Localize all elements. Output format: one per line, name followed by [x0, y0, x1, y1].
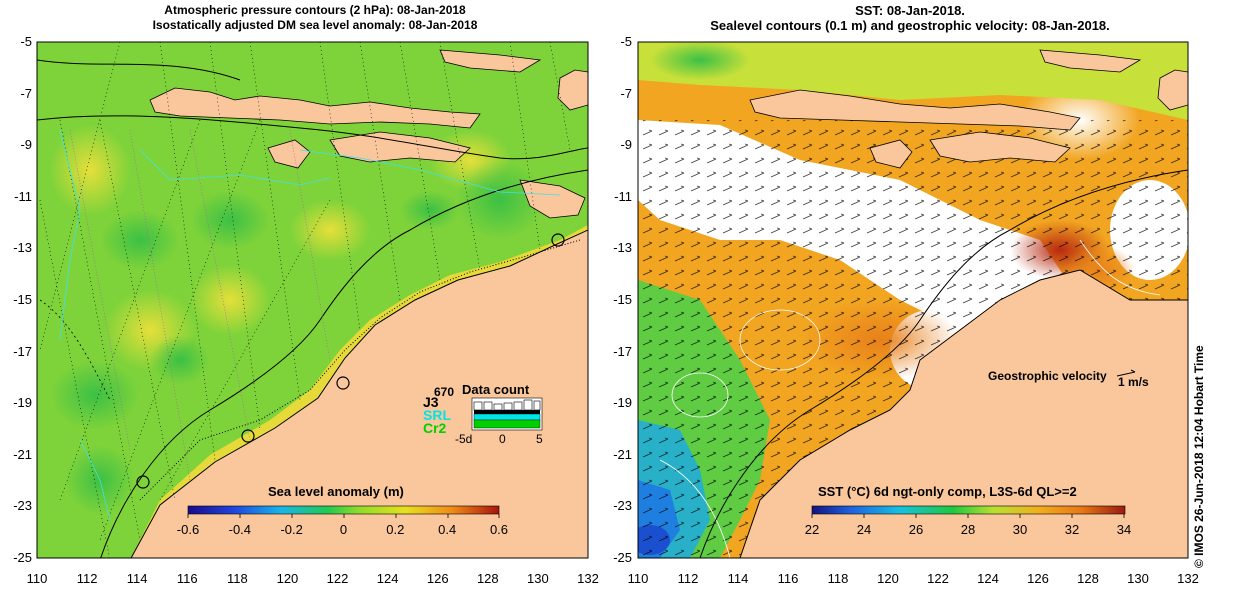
x-tick-right: 126	[1027, 571, 1049, 586]
data-count-bars	[473, 399, 541, 429]
y-tick-right: -25	[613, 550, 632, 565]
sst-colorbar-tick: 22	[804, 522, 820, 537]
y-tick-left: -19	[13, 395, 32, 411]
y-tick-left: -21	[13, 446, 32, 462]
right-title-line1: SST: 08-Jan-2018.	[855, 3, 965, 18]
sla-colorbar	[187, 505, 500, 515]
sla-colorbar-tick: -0.6	[176, 522, 200, 537]
tide-gauge-marker	[551, 233, 565, 247]
tide-gauge-marker	[336, 376, 350, 390]
mission-srl: SRL	[423, 407, 451, 423]
sst-colorbar	[811, 505, 1126, 515]
x-tick-left: 110	[26, 571, 48, 586]
sst-colorbar-tick: 26	[908, 522, 924, 537]
velocity-scale-arrow	[1116, 371, 1136, 377]
x-tick-right: 116	[777, 571, 799, 586]
right-title-line2: Sealevel contours (0.1 m) and geostrophi…	[710, 18, 1110, 33]
y-tick-right: -7	[620, 85, 632, 101]
mission-cr2: Cr2	[423, 420, 447, 436]
y-tick-right: -17	[613, 343, 632, 359]
velocity-label: Geostrophic velocity	[988, 369, 1107, 383]
x-tick-right: 128	[1077, 571, 1099, 586]
x-tick-right: 112	[677, 571, 699, 586]
sst-colorbar-tick: 24	[856, 522, 872, 537]
data-count-axis-left: -5d	[455, 432, 473, 446]
sla-colorbar-label: Sea level anomaly (m)	[268, 484, 404, 499]
x-tick-right: 130	[1127, 571, 1149, 586]
left-title-line1: Atmospheric pressure contours (2 hPa): 0…	[164, 3, 466, 17]
sst-colorbar-tick: 34	[1116, 522, 1132, 537]
y-tick-right: -11	[614, 188, 632, 204]
sla-colorbar-tick: 0.2	[386, 522, 405, 537]
y-tick-left: -25	[13, 550, 32, 565]
data-count-inset	[471, 397, 543, 431]
y-tick-right: -21	[613, 446, 632, 462]
right-map-frame	[637, 41, 1189, 559]
y-tick-left: -7	[20, 85, 32, 101]
satellite-tracks	[39, 42, 571, 558]
x-tick-right: 122	[927, 571, 949, 586]
x-tick-left: 112	[76, 571, 98, 586]
y-tick-left: -13	[13, 240, 32, 256]
y-tick-left: -5	[20, 34, 32, 49]
mission-j3: J3	[423, 394, 439, 410]
left-title-line2: Isostatically adjusted DM sea level anom…	[152, 18, 478, 32]
data-count-title: Data count	[462, 382, 530, 397]
sla-colorbar-tick: 0.6	[489, 522, 509, 537]
y-tick-right: -9	[620, 137, 632, 153]
x-tick-left: 116	[176, 571, 198, 586]
x-tick-left: 130	[527, 571, 549, 586]
y-tick-left: -11	[14, 188, 32, 204]
left-map-frame	[36, 41, 589, 559]
x-tick-left: 118	[226, 571, 248, 586]
x-tick-left: 132	[577, 571, 599, 586]
velocity-scale-label: 1 m/s	[1118, 375, 1149, 389]
x-tick-right: 120	[877, 571, 899, 586]
x-tick-right: 132	[1177, 571, 1199, 586]
x-tick-left: 128	[476, 571, 499, 586]
x-tick-right: 114	[727, 571, 749, 586]
data-count-prefix: 670	[434, 385, 455, 399]
y-tick-left: -23	[13, 498, 32, 514]
y-tick-left: -15	[13, 292, 32, 307]
x-tick-left: 114	[126, 571, 148, 586]
x-tick-left: 122	[326, 571, 349, 586]
x-tick-left: 120	[276, 571, 299, 586]
tide-gauge-marker	[241, 429, 255, 443]
x-tick-right: 110	[627, 571, 649, 586]
x-tick-right: 118	[827, 571, 849, 586]
x-tick-left: 124	[376, 571, 399, 586]
y-tick-right: -5	[620, 34, 632, 49]
y-tick-right: -19	[613, 395, 632, 411]
x-tick-right: 124	[977, 571, 999, 586]
data-count-axis-right: 5	[536, 432, 543, 446]
sla-map	[37, 42, 588, 558]
y-tick-left: -9	[20, 137, 32, 153]
y-tick-left: -17	[13, 343, 32, 359]
sst-colorbar-tick: 28	[960, 522, 976, 537]
sla-colorbar-tick: -0.2	[280, 522, 303, 537]
sla-colorbar-tick: 0.4	[438, 522, 457, 537]
y-tick-right: -15	[613, 292, 632, 307]
sst-colorbar-label: SST (°C) 6d ngt-only comp, L3S-6d QL>=2	[818, 484, 1077, 499]
sst-colorbar-tick: 32	[1064, 522, 1080, 537]
sla-colorbar-tick: -0.4	[228, 522, 252, 537]
y-tick-right: -13	[613, 240, 632, 256]
tide-gauge-marker	[136, 475, 150, 489]
sst-colorbar-tick: 30	[1012, 522, 1028, 537]
y-tick-right: -23	[613, 498, 632, 514]
side-credit: © IMOS 26-Jun-2018 12:04 Hobart Time	[1192, 345, 1206, 568]
data-count-axis-mid: 0	[499, 432, 506, 446]
sla-colorbar-tick: 0	[339, 522, 348, 537]
sst-map	[638, 42, 1188, 558]
x-tick-left: 126	[426, 571, 449, 586]
